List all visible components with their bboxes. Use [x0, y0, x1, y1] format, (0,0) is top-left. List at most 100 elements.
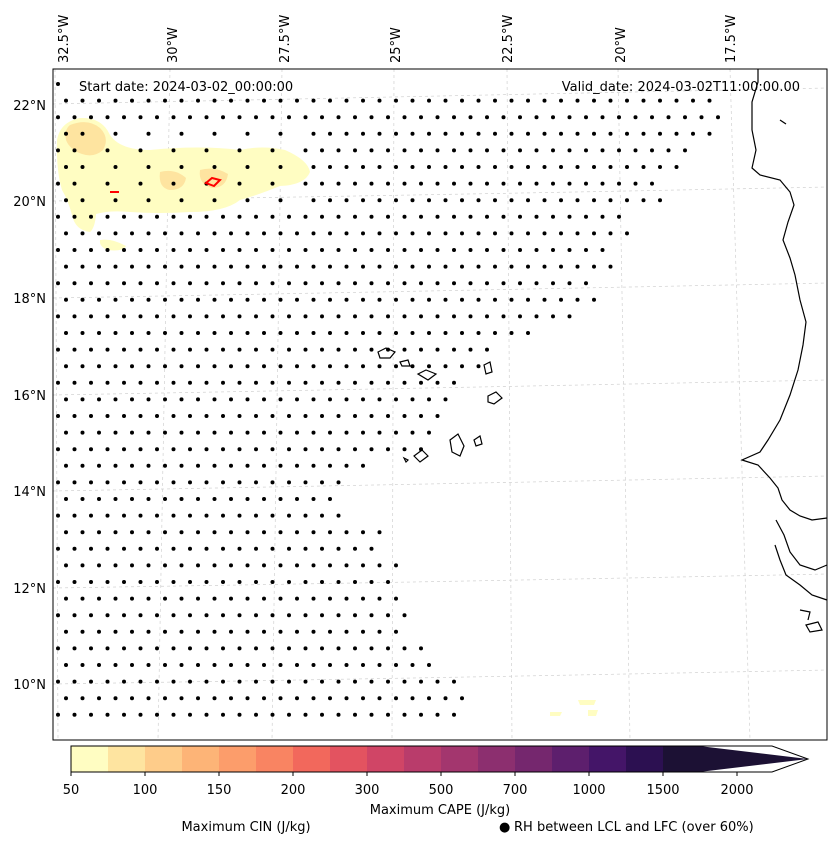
rh-dot: [427, 397, 431, 402]
rh-dot: [229, 497, 233, 501]
rh-dot: [410, 696, 415, 701]
rh-dot: [237, 646, 242, 651]
rh-dot: [336, 712, 341, 717]
rh-dot: [64, 663, 68, 667]
rh-dot: [575, 98, 580, 103]
rh-dot: [386, 414, 390, 418]
rh-dot: [105, 281, 110, 286]
rh-dot: [130, 629, 134, 634]
colorbar-cell: [71, 746, 109, 772]
cape-speck-c: [588, 710, 598, 716]
rh-dot: [353, 447, 357, 452]
rh-dot: [311, 331, 316, 335]
rh-dot: [204, 546, 209, 551]
rh-dot: [476, 264, 481, 269]
rh-dot: [204, 613, 209, 618]
rh-dot: [460, 165, 464, 169]
rh-dot: [336, 414, 341, 418]
rh-dot: [311, 131, 316, 136]
rh-dot: [361, 131, 365, 136]
rh-dot: [188, 447, 192, 452]
rh-dot: [262, 264, 266, 269]
rh-dot: [262, 231, 266, 236]
rh-dot: [567, 181, 572, 186]
rh-dot: [592, 98, 596, 103]
rh-dot: [221, 214, 225, 219]
rh-dot: [320, 546, 324, 551]
rh-dot: [427, 131, 431, 136]
rh-dot: [204, 712, 209, 717]
rh-legend-symbol: ●: [499, 820, 510, 835]
rh-dot: [303, 712, 308, 717]
rh-dot: [287, 613, 291, 618]
rh-dot: [336, 281, 341, 286]
rh-dot: [518, 181, 522, 186]
rh-dot: [138, 480, 143, 485]
rh-dots: [56, 82, 720, 717]
rh-dot: [617, 115, 621, 120]
rh-dot: [212, 331, 217, 335]
rh-dot: [163, 231, 167, 236]
rh-dot: [155, 214, 159, 219]
rh-dot: [287, 447, 291, 452]
rh-dot: [344, 297, 349, 302]
rh-dot: [452, 314, 456, 319]
rh-dot: [608, 165, 613, 169]
rh-dot: [353, 546, 357, 551]
rh-dot: [468, 314, 473, 319]
rh-dot: [303, 380, 308, 385]
rh-dot: [410, 297, 415, 302]
rh-dot: [188, 380, 192, 385]
rh-dot: [353, 679, 357, 684]
rh-dot: [237, 314, 242, 319]
rh-dot: [237, 347, 242, 352]
rh-dot: [105, 248, 110, 252]
rh-dot: [460, 131, 464, 136]
rh-dot: [196, 497, 200, 501]
rh-dot: [394, 596, 398, 601]
rh-dot: [460, 231, 464, 236]
colorbar-cell: [663, 746, 808, 772]
rh-dot: [179, 430, 184, 435]
rh-dot: [328, 563, 332, 568]
rh-dot: [402, 181, 407, 186]
rh-dot: [138, 580, 143, 584]
rh-dot: [163, 264, 167, 269]
rh-dot: [369, 447, 374, 452]
rh-dot: [320, 347, 324, 352]
santiago: [449, 433, 465, 457]
bijagos-b: [805, 621, 823, 633]
rh-dot: [80, 364, 85, 369]
rh-dot: [287, 380, 291, 385]
meridian-30w: [157, 68, 171, 741]
rh-dot: [394, 430, 398, 435]
rh-dot: [377, 131, 382, 136]
rh-dot: [361, 297, 365, 302]
rh-dot: [328, 629, 332, 634]
rh-dot: [204, 281, 209, 286]
rh-dot: [377, 98, 382, 103]
rh-dot: [509, 165, 514, 169]
rh-dot: [509, 198, 514, 203]
rh-legend-label: RH between LCL and LFC (over 60%): [514, 820, 754, 835]
rh-dot: [130, 430, 134, 435]
rh-dot: [56, 82, 60, 86]
rh-dot: [625, 131, 629, 136]
rh-dot: [542, 131, 547, 136]
rh-dot: [245, 198, 250, 203]
colorbar-cell: [367, 746, 405, 772]
rh-dot: [344, 198, 349, 203]
rh-dot: [353, 414, 357, 418]
rh-dot: [353, 181, 357, 186]
rh-dot: [122, 347, 126, 352]
rh-dot: [460, 198, 464, 203]
rh-dot: [262, 497, 266, 501]
fogo: [413, 449, 429, 463]
rh-dot: [56, 480, 60, 485]
rh-dot: [270, 613, 275, 618]
rh-dot: [155, 613, 159, 618]
rh-dot: [575, 297, 580, 302]
rh-dot: [229, 530, 233, 535]
rh-dot: [600, 115, 605, 120]
rh-dot: [394, 297, 398, 302]
